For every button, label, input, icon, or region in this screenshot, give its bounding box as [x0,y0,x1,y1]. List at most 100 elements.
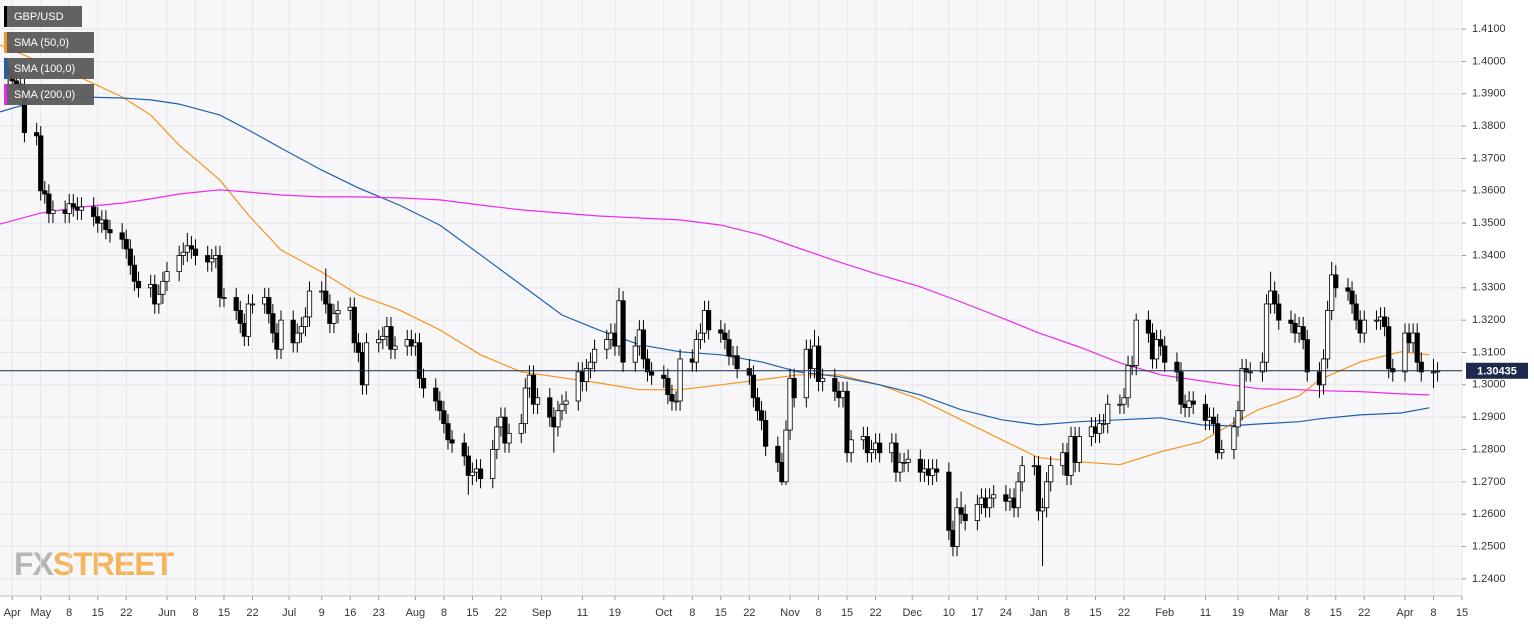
candle-body [506,432,512,444]
candle-body [665,377,671,395]
x-tick-label: 11 [1200,607,1211,619]
candle-body [669,394,675,402]
candle-body [290,319,296,344]
candle-body [217,255,223,298]
candle-body [1015,481,1021,509]
candle-body [323,290,329,305]
candle-body [1125,365,1131,399]
candle-body [363,342,370,386]
candle-body [164,271,170,282]
candle-body [832,377,838,392]
y-tick-label: 1.3500 [1472,217,1506,229]
candle-body [160,280,166,295]
watermark-fx: FX [14,546,55,582]
candle-body [901,462,907,464]
candle-body [188,245,195,250]
y-tick-label: 1.2700 [1472,476,1506,488]
candle-body [1035,465,1042,512]
candle-body [1361,319,1367,334]
candle-body [815,345,822,382]
candle-body [917,458,923,473]
x-tick-label: 15 [466,607,478,619]
x-tick-label: 15 [92,607,104,619]
candle-body [34,132,40,137]
x-tick-label: 9 [319,607,325,619]
legend-swatch [4,84,7,105]
candle-body [986,497,993,509]
legend-swatch [4,6,7,27]
x-tick-label: 8 [815,607,821,619]
candle-body [298,326,304,334]
candle-body [1345,287,1351,292]
x-tick-label: 8 [192,607,198,619]
axes: 1.2400 1.2500 1.2600 1.2700 1.2800 1.2900 1.30… [0,23,1528,619]
candle-body [1304,339,1310,373]
candle-body [449,439,455,444]
candle-body [1158,339,1164,347]
candle-body [583,368,590,382]
candle-body [1329,274,1335,311]
candle-body [1402,332,1408,373]
candle-body [962,513,968,522]
candle-body [1373,319,1380,322]
candle-body [783,429,789,483]
x-tick-label: 8 [1064,607,1070,619]
candle-body [270,313,276,334]
candle-body [1101,423,1107,426]
candle-body [1174,361,1180,373]
candle-body [376,339,382,344]
candle-body [722,332,728,340]
candle-body [103,219,109,231]
x-tick-label: 22 [1118,607,1130,619]
candle-body [758,410,765,421]
candle-body [441,410,447,425]
candle-body [294,332,300,344]
candle-body [237,310,243,324]
candle-body [46,193,52,214]
candle-body [351,306,357,344]
x-tick-label: Apr [4,607,21,619]
x-tick-label: Oct [655,607,672,619]
candle-body [437,400,443,412]
candle-body [820,377,826,382]
candle-body [1276,303,1282,321]
candle-body [1418,361,1424,373]
candle-body [1259,361,1266,373]
candle-body [127,248,133,266]
legend-box [4,58,94,79]
candle-body [1300,326,1306,340]
x-tick-label: Aug [406,607,426,619]
watermark-street: STREET [53,546,175,582]
y-tick-label: 1.3900 [1472,88,1506,100]
y-tick-label: 1.2900 [1472,411,1506,423]
candle-body [1231,426,1237,450]
candle-body [1117,403,1123,406]
candle-body [1247,371,1253,374]
candle-body [632,345,638,363]
y-tick-label: 1.2600 [1472,508,1506,520]
x-tick-label: 22 [495,607,507,619]
candle-body [209,258,215,263]
x-tick-label: 8 [1304,607,1310,619]
candle-body [1215,423,1221,454]
candle-body [331,313,337,324]
candle-body [416,342,423,379]
candle-body [420,377,427,389]
legend: GBP/USD SMA (50,0) SMA (100,0) SMA (200,0) [4,6,94,105]
candle-body [388,326,394,350]
candle-body [726,339,732,357]
y-tick-label: 1.3100 [1472,346,1506,358]
candle-body [1320,358,1327,386]
x-tick-label: 22 [743,607,755,619]
candle-body [1325,310,1331,360]
candle-body [221,297,227,299]
candle-body [123,238,129,250]
candle-body [518,423,524,434]
candle-body [954,507,960,547]
candle-body [1272,290,1278,305]
candle-body [445,423,451,441]
candle-body [1382,316,1388,328]
candle-body [278,319,284,350]
candle-body [490,449,496,480]
